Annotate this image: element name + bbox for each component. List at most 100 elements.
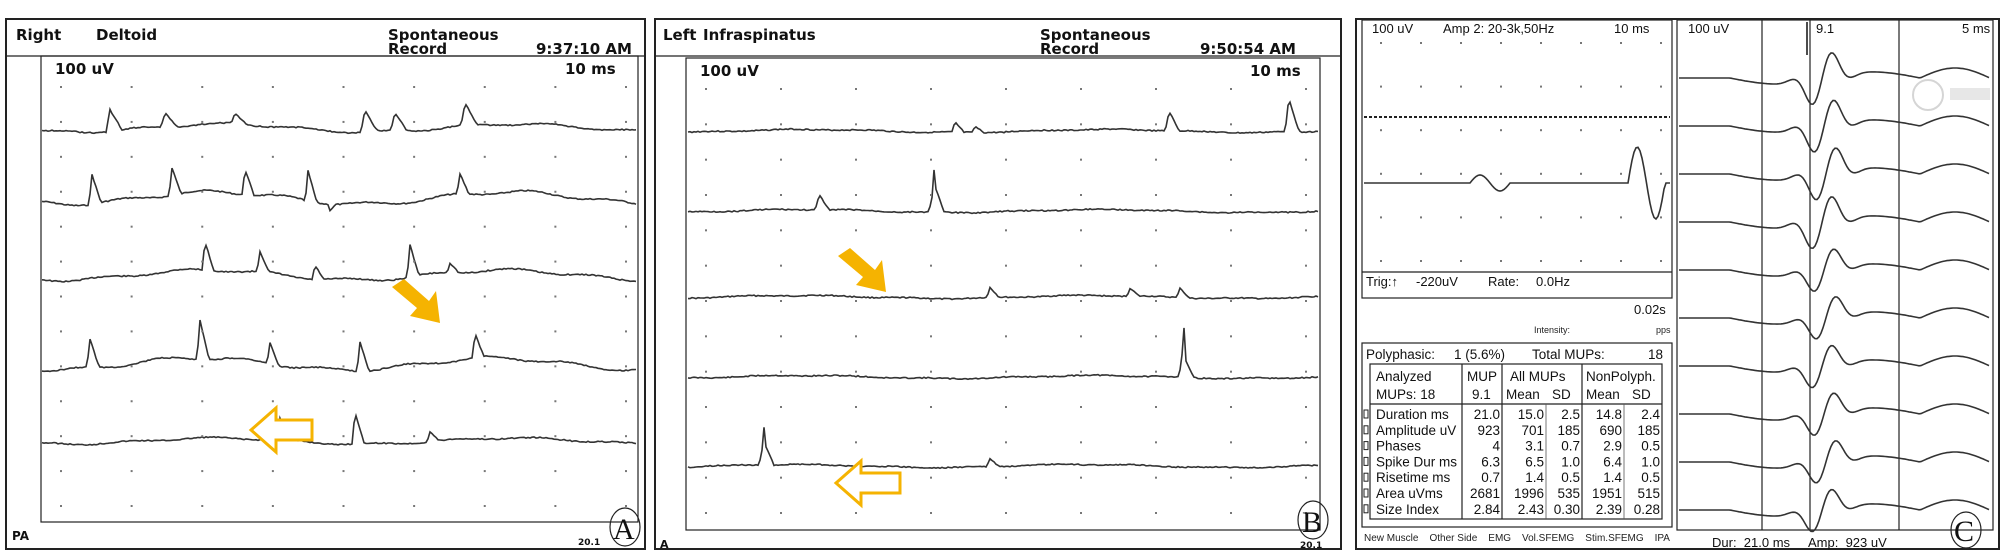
grid-dot (1580, 129, 1582, 132)
grid-dot (855, 441, 857, 444)
row-checkbox[interactable] (1363, 409, 1369, 419)
grid-dot (1155, 88, 1157, 90)
grid-dot (201, 505, 204, 507)
row-checkbox[interactable] (1363, 425, 1369, 435)
row-checkbox[interactable] (1363, 472, 1369, 482)
grid-dot (1500, 216, 1502, 219)
grid-dot (1380, 172, 1382, 175)
table-row: Area uVms 2681 1996 535 1951 515 (1363, 486, 1660, 501)
table-row: Spike Dur ms 6.3 6.5 1.0 6.4 1.0 (1363, 454, 1660, 469)
grid-dot (483, 330, 486, 333)
function-button[interactable]: Stim.SFEMG (1585, 533, 1644, 544)
col-head: Mean (1506, 387, 1540, 402)
grid-dot (1460, 85, 1462, 88)
grid-dot (1660, 129, 1662, 132)
grid-dot (1230, 335, 1232, 338)
grid-dot (60, 295, 62, 298)
grid-dot (1305, 123, 1307, 126)
grid-dot (1155, 512, 1157, 514)
rate-label: Rate: (1488, 274, 1519, 289)
function-button[interactable]: Vol.SFEMG (1522, 533, 1574, 544)
grid-dot (705, 406, 707, 408)
grid-dot (625, 155, 627, 158)
col-head: Analyzed (1376, 369, 1432, 384)
grid-dot (483, 260, 486, 263)
grid-dot (625, 435, 627, 438)
function-button[interactable]: Other Side (1430, 533, 1478, 544)
mup-trace (1679, 392, 1990, 436)
function-button[interactable]: EMG (1488, 533, 1511, 544)
panel-label-b: B (1297, 500, 1329, 540)
table-row: Amplitude uV 923 701 185 690 185 (1363, 423, 1660, 438)
grid-dot (342, 435, 345, 438)
grid-dot (705, 123, 707, 126)
emg-trace (687, 427, 1319, 470)
grid-dot (1155, 264, 1157, 267)
grid-dot (554, 400, 557, 403)
duration-readout: Dur: 21.0 ms (1712, 535, 1791, 550)
grid-dot (1305, 512, 1307, 514)
cell-name: Duration ms (1376, 407, 1449, 422)
grid-dot (1380, 216, 1382, 219)
grid-dot (413, 190, 416, 193)
grid-dot (1660, 42, 1662, 44)
grid-dot (1230, 300, 1232, 302)
mup-trace (1679, 296, 1990, 340)
grid-dot (271, 505, 274, 507)
grid-dot (1660, 260, 1662, 262)
cell-all-sd: 2.5 (1561, 407, 1580, 422)
grid-dot (1155, 441, 1157, 444)
cell-np-mean: 2.39 (1596, 502, 1622, 517)
grid-dot (1460, 216, 1462, 219)
grid-dot (60, 330, 62, 333)
grid-dot (130, 505, 133, 507)
grid-dot (483, 435, 486, 438)
grid-dot (1420, 216, 1422, 219)
time-label: 9:37:10 AM (536, 40, 632, 58)
grid-dot (483, 470, 486, 473)
col-head: MUPs: 18 (1376, 387, 1435, 402)
emg-trace (687, 169, 1319, 215)
grid-dot (1005, 370, 1007, 373)
col-head: NonPolyph. (1586, 369, 1656, 384)
grid-dot (1005, 406, 1007, 408)
mode-label: Spontaneous (388, 26, 499, 44)
grid-dot (271, 120, 274, 123)
row-checkbox[interactable] (1363, 441, 1369, 451)
mup-trace (1679, 344, 1990, 389)
grid-dot (625, 260, 627, 263)
grid-dot (413, 260, 416, 263)
panel-a: Right Deltoid Spontaneous Record 9:37:10… (5, 18, 646, 550)
grid-dot (1155, 123, 1157, 126)
emg-trace (687, 100, 1319, 135)
grid-dot (1155, 300, 1157, 302)
table-row: Phases 4 3.1 0.7 2.9 0.5 (1363, 439, 1660, 454)
grid-dot (60, 470, 62, 473)
grid-dot (413, 155, 416, 158)
grid-dot (1230, 476, 1232, 479)
function-button[interactable]: IPA (1655, 533, 1671, 544)
grid-dot (130, 435, 133, 438)
grid-dot (705, 335, 707, 338)
grid-dot (1460, 260, 1462, 262)
emg-trace (41, 103, 637, 135)
row-checkbox[interactable] (1363, 488, 1369, 498)
col-head: All MUPs (1510, 369, 1566, 384)
grid-dot (855, 300, 857, 302)
grid-dot (1305, 441, 1307, 444)
grid-dot (1420, 260, 1422, 262)
grid-dot (1460, 42, 1462, 44)
grid-dot (483, 155, 486, 158)
function-button[interactable]: New Muscle (1364, 533, 1419, 544)
grid-dot (1500, 260, 1502, 262)
grid-dot (780, 441, 782, 444)
label-circle (1950, 511, 1982, 549)
grid-dot (201, 470, 204, 473)
cell-all-sd: 185 (1557, 423, 1580, 438)
grid-dot (1305, 300, 1307, 302)
row-checkbox[interactable] (1363, 456, 1369, 466)
grid-dot (483, 400, 486, 403)
grid-dot (130, 330, 133, 333)
row-checkbox[interactable] (1363, 504, 1369, 514)
grid-dot (625, 330, 627, 333)
